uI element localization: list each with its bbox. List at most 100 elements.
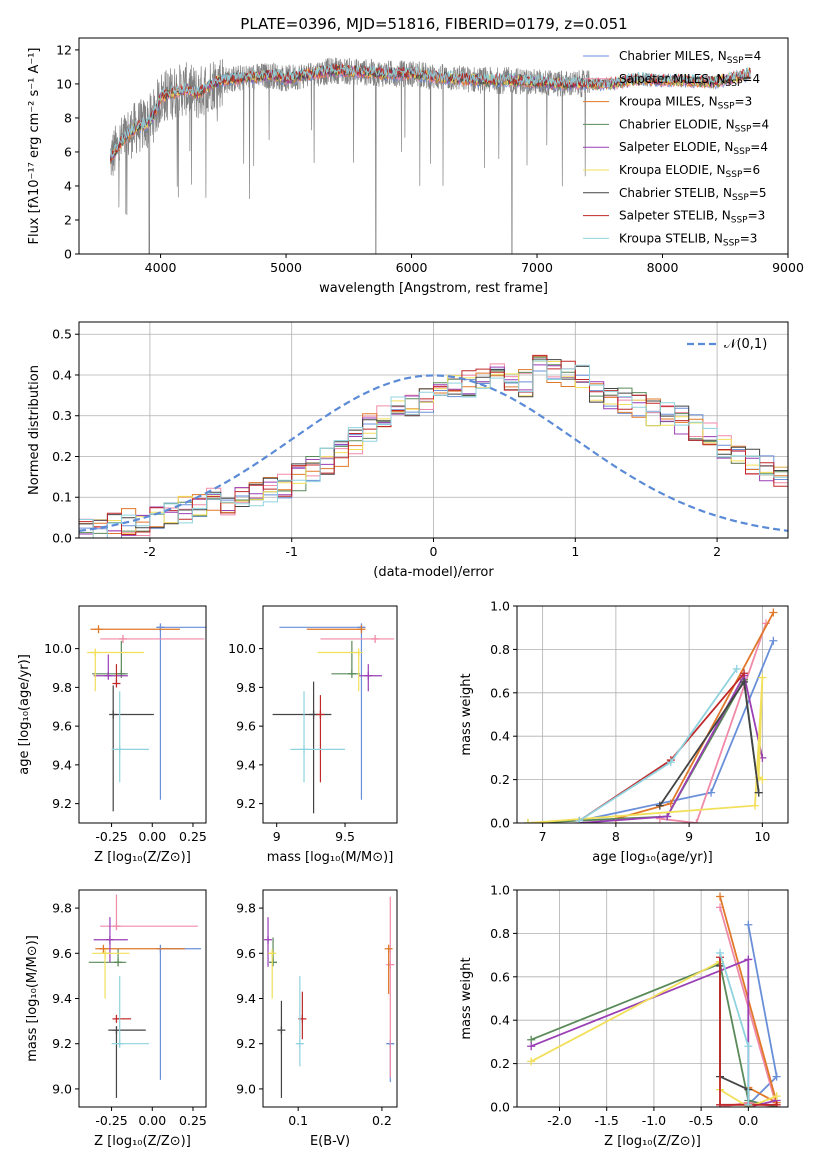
gridlines <box>517 605 788 824</box>
point-chabrier-stelib <box>277 1000 286 1098</box>
point-chabrier-elodie <box>92 640 128 678</box>
x-tick-label: -2 <box>144 544 156 559</box>
series-line <box>527 676 760 823</box>
y-tick-label: 9.4 <box>236 757 256 772</box>
series-marker <box>758 673 767 682</box>
series-marker <box>751 801 760 810</box>
y-tick-label: 9.6 <box>52 719 72 734</box>
series-chabrier-stelib <box>655 677 763 810</box>
marker <box>357 625 366 634</box>
point-kroupa-miles <box>306 625 366 634</box>
y-tick-label: 9.0 <box>236 1081 256 1096</box>
marker <box>101 949 110 958</box>
point-salpeter-elodie <box>264 917 273 967</box>
y-tick-label: 0.2 <box>490 772 510 787</box>
x-tick-label: 7 <box>539 829 547 844</box>
figure-title: PLATE=0396, MJD=51816, FIBERID=0179, z=0… <box>240 15 627 33</box>
point-kroupa-miles <box>95 944 185 953</box>
y-tick-label: 1.0 <box>490 883 510 898</box>
y-tick-label: 6 <box>64 144 72 159</box>
y-tick-label: 9.6 <box>236 719 256 734</box>
series-marker <box>740 669 749 678</box>
series-marker <box>744 1042 753 1051</box>
y-tick-label: 9.2 <box>236 796 256 811</box>
x-tick-label: 1 <box>571 544 579 559</box>
axes-frame <box>262 889 398 1108</box>
point-salpeter-stelib <box>316 695 325 783</box>
point-chabrier-stelib <box>109 685 154 812</box>
x-tick-label: 6000 <box>396 260 428 275</box>
marker <box>347 669 356 678</box>
ebv-mass-panel: 0.1 0.2 9.0 9.2 9.4 9.6 9.8 E(B-V) <box>236 889 398 1149</box>
x-tick-label: 2 <box>713 544 721 559</box>
axes-frame <box>516 605 789 824</box>
y-tick-label: 1.0 <box>490 599 510 614</box>
y-tick-label: 8 <box>64 110 72 125</box>
point-kroupa-miles <box>90 625 180 634</box>
series-marker <box>692 819 701 823</box>
y-axis-label: Normed distribution <box>27 365 42 495</box>
gaussian-curve <box>79 374 788 532</box>
plot-area <box>87 623 206 812</box>
x-tick-label: 0.0 <box>738 1113 758 1128</box>
y-tick-label: 0.3 <box>52 408 72 423</box>
y-tick-label: 9.4 <box>236 991 256 1006</box>
spectrum-panel: 4000 5000 6000 7000 8000 9000 0 2 4 6 8 10 12 wavelen… <box>27 37 804 296</box>
point-salpeter-miles <box>320 634 395 643</box>
x-tick-label: 0.2 <box>372 1113 392 1128</box>
series-marker <box>527 1057 536 1066</box>
x-axis-label: age [log₁₀(age/yr)] <box>592 850 713 865</box>
y-tick-label: 9.4 <box>52 991 72 1006</box>
x-tick-label: -2.0 <box>547 1113 571 1128</box>
x-axis-label: (data-model)/error <box>373 565 494 580</box>
series-marker <box>772 1092 781 1101</box>
series-salpeter-elodie <box>527 955 781 1107</box>
z-mass-panel: -0.25 0.00 0.25 9.0 9.2 9.4 9.6 9.8 Z [log₁₀(Z/Z… <box>25 889 207 1149</box>
legend-label: Chabrier MILES, NSSP=4 <box>619 49 761 66</box>
hist-chabrier-stelib <box>79 358 788 529</box>
legend-label: Salpeter STELIB, NSSP=3 <box>619 209 765 226</box>
y-tick-label: 0.6 <box>490 685 510 700</box>
series-marker <box>769 608 778 617</box>
series-marker <box>663 812 672 821</box>
marker <box>386 960 395 969</box>
point-chabrier-miles <box>156 944 202 1080</box>
x-tick-label: 0.00 <box>138 829 166 844</box>
x-tick-label: 0.25 <box>179 1113 207 1128</box>
x-axis-label: Z [log₁₀(Z/Z⊙)] <box>94 850 191 865</box>
legend-label: Kroupa MILES, NSSP=3 <box>619 95 752 112</box>
y-tick-label: 9.2 <box>52 1036 72 1051</box>
series-marker <box>527 1042 536 1051</box>
y-axis-label: Flux [fλ10⁻¹⁷ erg cm⁻² s⁻¹ A⁻¹] <box>27 48 42 245</box>
y-tick-label: 0.6 <box>490 969 510 984</box>
axes-frame <box>78 889 207 1108</box>
x-tick-label: 4000 <box>145 260 177 275</box>
point-salpeter-miles <box>100 894 198 931</box>
y-tick-label: 0.4 <box>490 1013 510 1028</box>
y-tick-label: 0.8 <box>490 642 510 657</box>
z-age-panel: -0.25 0.00 0.25 9.2 9.4 9.6 9.8 10.0 Z [log₁₀(Z/… <box>17 605 207 865</box>
marker <box>295 1039 304 1048</box>
age-weight-panel: 7 8 9 10 0.0 0.2 0.4 0.6 0.8 1.0 age [log₁₀(age/yr… <box>459 599 789 865</box>
gridlines <box>79 322 788 539</box>
x-tick-label: 9.5 <box>335 829 355 844</box>
legend: Chabrier MILES, NSSP=4 Salpeter MILES, NS… <box>583 49 769 248</box>
point-chabrier-elodie <box>88 948 127 967</box>
series-chabrier-miles <box>744 920 781 1107</box>
marker <box>384 944 393 953</box>
y-tick-label: 0.2 <box>490 1056 510 1071</box>
x-axis-label: Z [log₁₀(Z/Z⊙)] <box>604 1134 701 1149</box>
series-marker <box>655 801 664 810</box>
marker <box>309 710 318 719</box>
y-tick-label: 10.0 <box>44 641 72 656</box>
plot-area <box>272 623 395 814</box>
z-weight-panel: -2.0 -1.5 -1.0 -0.5 0.0 0.0 0.2 0.4 0.6 0.8 1.0 Z [… <box>459 883 789 1149</box>
marker <box>115 745 124 754</box>
point-kroupa-elodie <box>87 648 145 692</box>
x-tick-label: 5000 <box>270 260 302 275</box>
plot-area <box>264 896 395 1098</box>
y-tick-label: 9.2 <box>236 1036 256 1051</box>
y-tick-label: 9.6 <box>236 946 256 961</box>
series-marker <box>754 788 763 797</box>
series-line <box>579 672 764 823</box>
